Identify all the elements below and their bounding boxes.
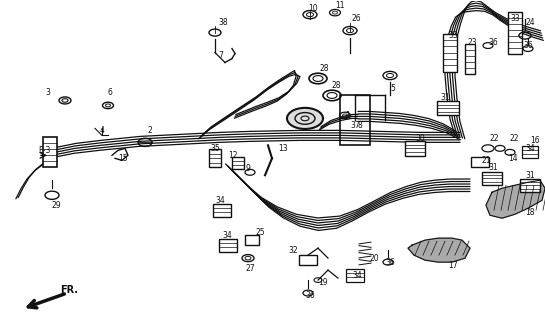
Bar	[471, 157, 489, 167]
Bar	[219, 239, 237, 252]
Text: 14: 14	[508, 154, 518, 163]
Bar	[508, 12, 522, 53]
Text: 23: 23	[468, 38, 477, 47]
Bar	[465, 44, 475, 74]
Bar	[520, 179, 540, 192]
Bar	[482, 172, 502, 185]
Text: 16: 16	[530, 136, 540, 145]
Text: 29: 29	[52, 201, 62, 210]
Circle shape	[287, 108, 323, 129]
Bar	[340, 95, 370, 145]
Polygon shape	[408, 238, 470, 262]
Text: 22: 22	[490, 134, 500, 143]
Text: 15: 15	[118, 154, 128, 163]
Bar	[443, 34, 457, 71]
Text: 33: 33	[510, 14, 520, 23]
Text: 34: 34	[215, 196, 225, 205]
Text: 36: 36	[523, 41, 533, 50]
Text: 8: 8	[358, 121, 363, 130]
Bar	[245, 235, 259, 245]
Text: 34: 34	[525, 144, 535, 153]
Bar	[437, 101, 459, 116]
Text: 9: 9	[245, 164, 250, 173]
Text: 32: 32	[288, 246, 298, 255]
Text: 17: 17	[448, 260, 458, 270]
Text: 31: 31	[525, 171, 535, 180]
Text: 18: 18	[525, 208, 535, 217]
Text: 24: 24	[525, 18, 535, 27]
Polygon shape	[486, 180, 545, 218]
Text: 26: 26	[352, 14, 362, 23]
Bar	[209, 149, 221, 167]
Text: 36: 36	[305, 291, 315, 300]
Text: 19: 19	[318, 277, 328, 287]
Text: 34: 34	[222, 231, 232, 240]
Bar	[522, 146, 538, 158]
Text: 36: 36	[385, 258, 395, 267]
Text: 28: 28	[332, 81, 342, 90]
Text: 31: 31	[440, 93, 450, 102]
Text: 31: 31	[488, 163, 498, 172]
Text: 6: 6	[108, 88, 113, 97]
Text: 37: 37	[350, 121, 360, 130]
Bar	[43, 137, 57, 167]
Text: 35: 35	[210, 144, 220, 153]
Text: 27: 27	[245, 264, 255, 273]
Text: FR.: FR.	[60, 285, 78, 295]
Text: 5: 5	[390, 84, 395, 93]
Text: 1: 1	[345, 111, 350, 120]
Text: 36: 36	[488, 38, 498, 47]
Text: 33: 33	[448, 31, 458, 40]
Text: 28: 28	[320, 64, 330, 73]
Text: 20: 20	[370, 254, 380, 263]
Bar	[405, 141, 425, 156]
Text: 4: 4	[100, 126, 105, 135]
Text: 13: 13	[278, 144, 288, 153]
Text: 11: 11	[335, 1, 344, 10]
Text: 38: 38	[218, 18, 228, 27]
Text: 3: 3	[45, 88, 50, 97]
Text: 22: 22	[510, 134, 519, 143]
Text: 12: 12	[228, 151, 238, 160]
Text: 25: 25	[255, 228, 265, 237]
Text: E-3: E-3	[38, 146, 50, 155]
Text: 34: 34	[352, 271, 362, 280]
Bar	[346, 268, 364, 282]
Text: 7: 7	[218, 51, 223, 60]
Text: 10: 10	[308, 4, 318, 13]
Bar	[299, 255, 317, 265]
Bar	[213, 204, 231, 217]
Text: 2: 2	[148, 126, 153, 135]
Text: 30: 30	[415, 134, 425, 143]
Text: 21: 21	[482, 156, 492, 165]
Bar	[232, 157, 244, 169]
